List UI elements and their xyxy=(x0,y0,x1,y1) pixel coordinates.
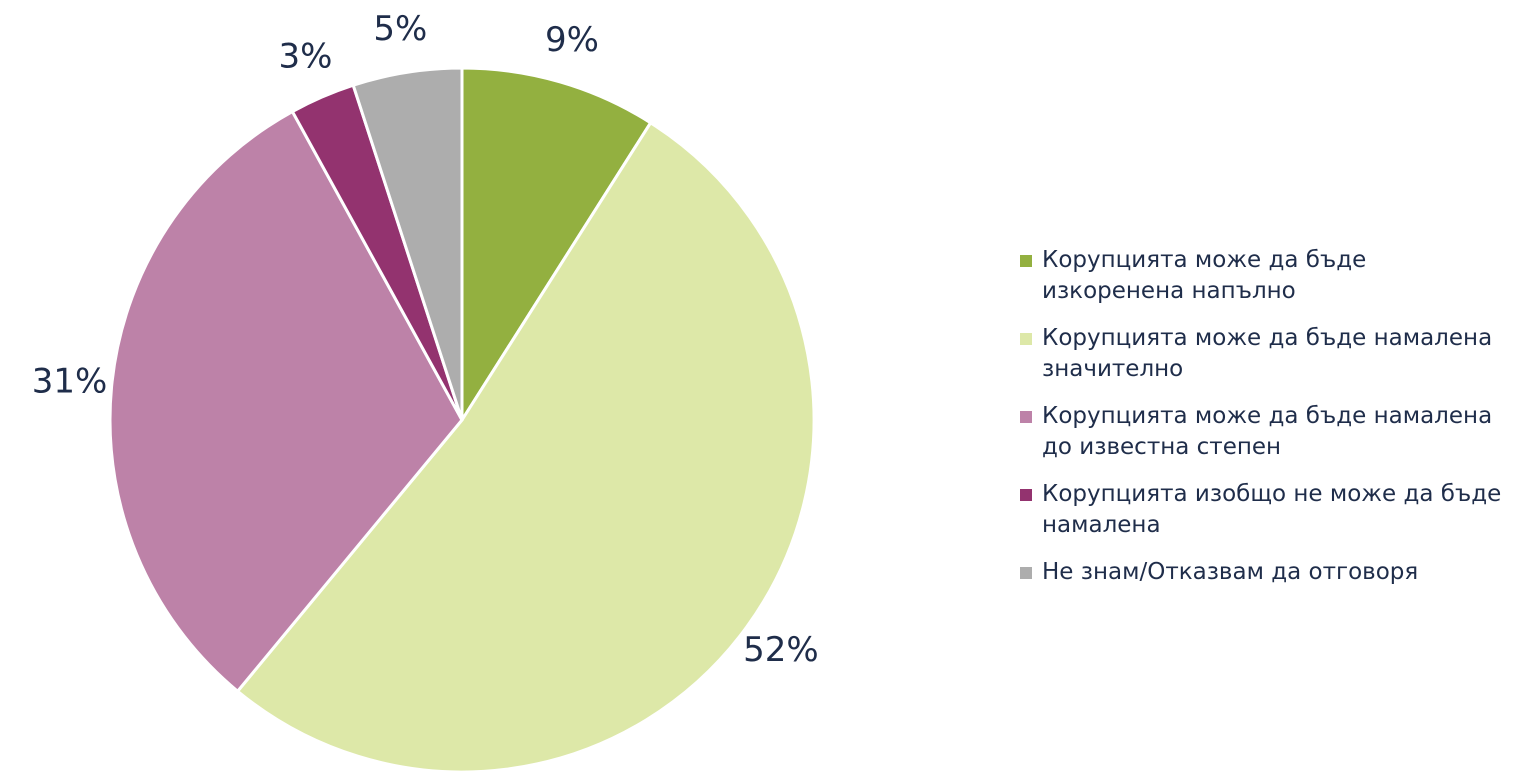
chart: 9% 52% 31% 3% 5% xyxy=(32,9,819,772)
pie-slice xyxy=(235,120,816,772)
data-label: 31% xyxy=(32,361,108,401)
legend-swatch xyxy=(1020,489,1032,501)
legend-swatch xyxy=(1020,411,1032,423)
legend-label: Корупцията може да бъде намалена значите… xyxy=(1042,325,1493,382)
data-label: 52% xyxy=(743,630,819,670)
legend-item: Корупцията може да бъде изкоренена напъл… xyxy=(1020,245,1515,307)
legend-item: Корупцията може да бъде намалена до изве… xyxy=(1020,401,1515,463)
pie-slice xyxy=(351,66,464,421)
pie-slice xyxy=(460,66,653,426)
data-label: 3% xyxy=(278,37,332,77)
pie-slice xyxy=(108,109,464,694)
legend-label: Корупцията може да бъде изкоренена напъл… xyxy=(1042,247,1367,304)
legend-item: Корупцията може да бъде намалена значите… xyxy=(1020,323,1515,385)
legend-item: Корупцията изобщо не може да бъде намале… xyxy=(1020,479,1515,541)
legend-item: Не знам/Отказвам да отговоря xyxy=(1020,557,1515,588)
legend-swatch xyxy=(1020,333,1032,345)
legend-swatch xyxy=(1020,255,1032,267)
legend-swatch xyxy=(1020,567,1032,579)
legend: Корупцията може да бъде изкоренена напъл… xyxy=(1020,245,1515,604)
data-label: 9% xyxy=(545,20,599,60)
legend-label: Корупцията изобщо не може да бъде намале… xyxy=(1042,481,1502,538)
legend-label: Корупцията може да бъде намалена до изве… xyxy=(1042,403,1493,460)
legend-label: Не знам/Отказвам да отговоря xyxy=(1042,559,1419,585)
data-label: 5% xyxy=(373,9,427,49)
